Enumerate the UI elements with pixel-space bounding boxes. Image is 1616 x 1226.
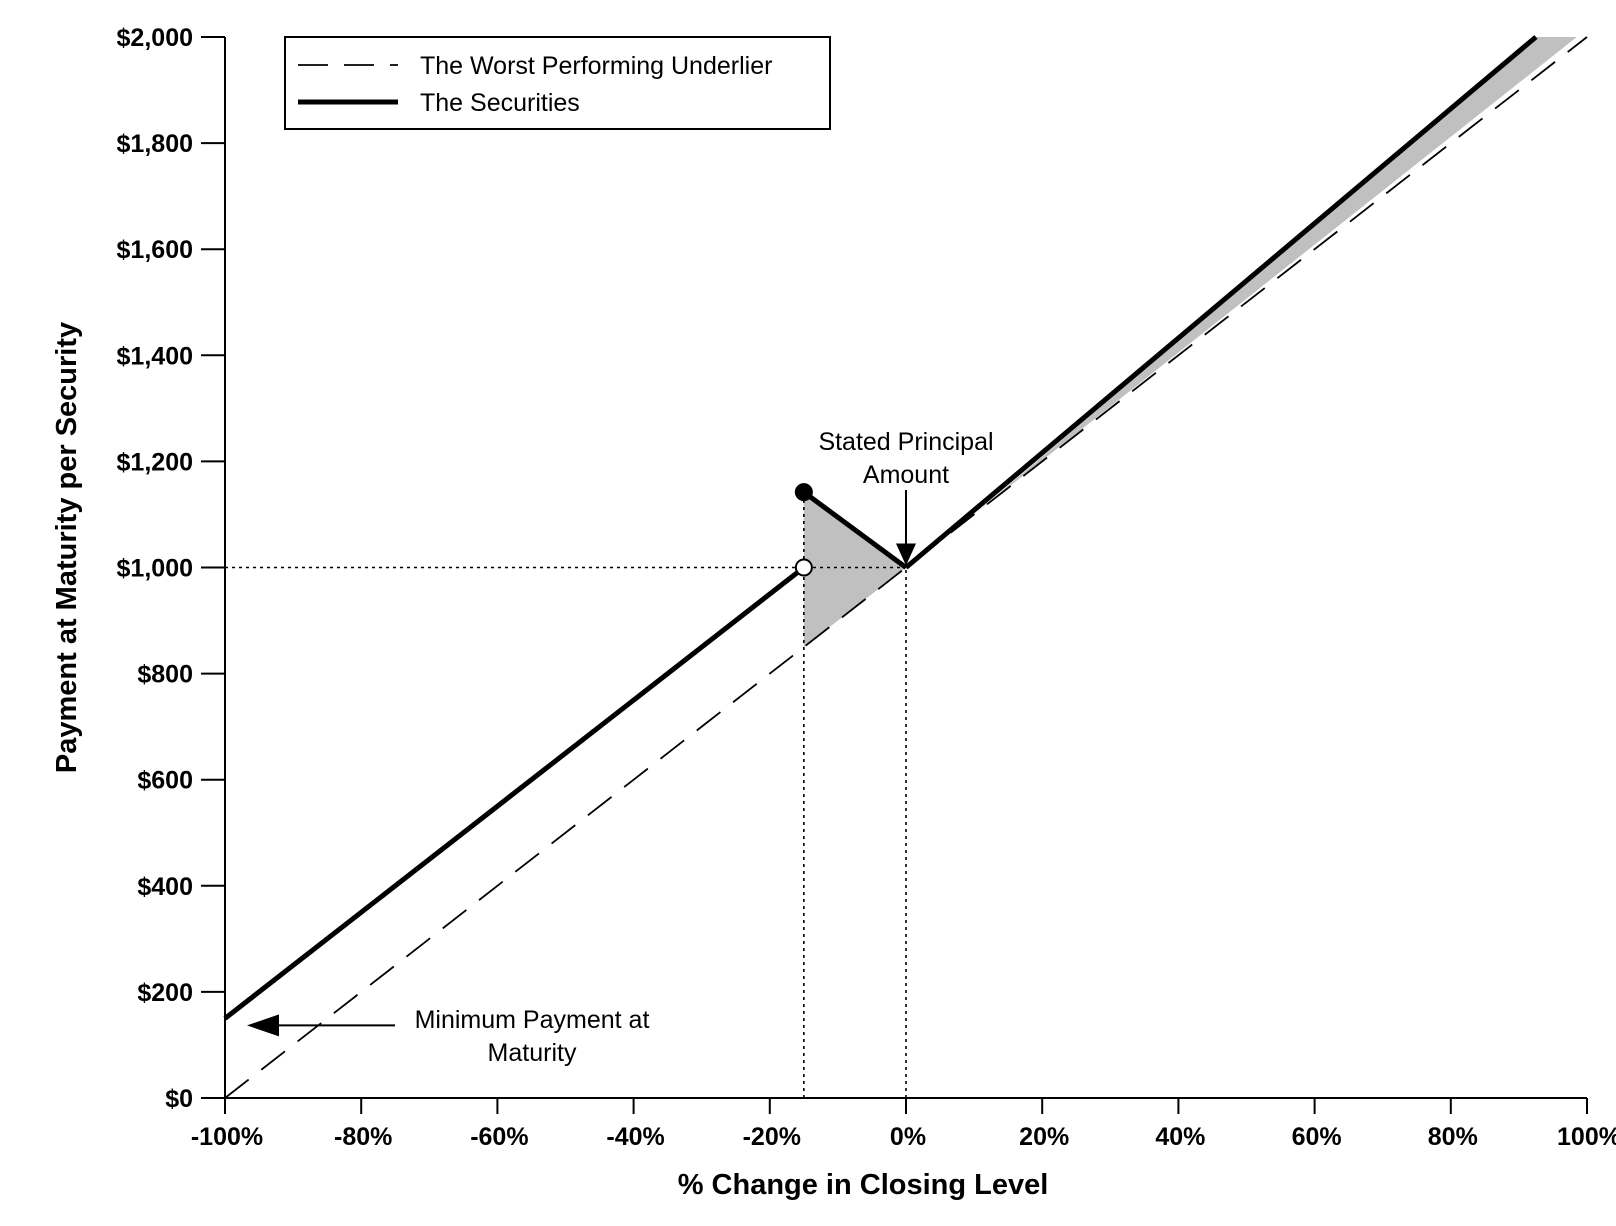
series-underlier-line <box>224 36 1588 1099</box>
ticks: $0 $200 $400 $600 $800 $1,000 $1,200 $1,400 $1,6… <box>117 24 1616 1151</box>
series-securities-segment-3 <box>904 35 1538 570</box>
x-tick-label: -80% <box>334 1123 392 1151</box>
shaded-regions <box>803 37 1577 648</box>
legend: The Worst Performing Underlier The Securi… <box>284 36 831 130</box>
y-tick-label: $2,000 <box>117 24 193 52</box>
y-tick-label: $1,600 <box>117 236 193 264</box>
legend-label: The Worst Performing Underlier <box>420 52 772 80</box>
y-tick-label: $800 <box>137 661 193 689</box>
series-securities-segment-1 <box>223 565 806 1021</box>
x-tick-label: 40% <box>1155 1123 1205 1151</box>
y-tick-label: $1,200 <box>117 448 193 476</box>
shaded-region-2 <box>974 37 1577 515</box>
legend-box <box>284 36 831 130</box>
series-securities-segment-2 <box>802 490 908 570</box>
annotation-minimum-payment: Minimum Payment at Maturity <box>415 1006 650 1067</box>
x-tick-label: 60% <box>1292 1123 1342 1151</box>
shaded-region-1 <box>803 492 906 648</box>
y-tick-label: $400 <box>137 873 193 901</box>
x-tick-label: -60% <box>470 1123 528 1151</box>
y-tick-label: $1,400 <box>117 342 193 370</box>
x-tick-label: 0% <box>890 1123 926 1151</box>
marker-filled-circle <box>794 483 813 502</box>
y-tick-label: $200 <box>137 979 193 1007</box>
y-tick-label: $0 <box>165 1085 193 1113</box>
x-tick-label: -40% <box>606 1123 664 1151</box>
x-tick-label: -20% <box>743 1123 801 1151</box>
annotation-arrow-head <box>896 543 916 566</box>
y-axis-title: Payment at Maturity per Security <box>51 322 83 773</box>
legend-label: The Securities <box>420 89 580 117</box>
y-tick-label: $600 <box>137 767 193 795</box>
annotation-stated-principal: Stated Principal Amount <box>818 428 993 489</box>
reference-lines <box>225 492 907 1098</box>
x-tick-label: 80% <box>1428 1123 1478 1151</box>
marker-open-circle <box>794 558 813 577</box>
annotation-arrow-head <box>247 1014 279 1037</box>
y-tick-label: $1,000 <box>117 555 193 583</box>
markers <box>794 483 813 577</box>
annotations: Stated Principal Amount Minimum Payment at… <box>247 428 994 1067</box>
x-tick-label: 100% <box>1557 1123 1616 1151</box>
x-axis-title: % Change in Closing Level <box>678 1169 1049 1201</box>
x-tick-label: 20% <box>1019 1123 1069 1151</box>
x-tick-label: -100% <box>191 1123 263 1151</box>
series-lines <box>223 35 1588 1099</box>
y-tick-label: $1,800 <box>117 130 193 158</box>
